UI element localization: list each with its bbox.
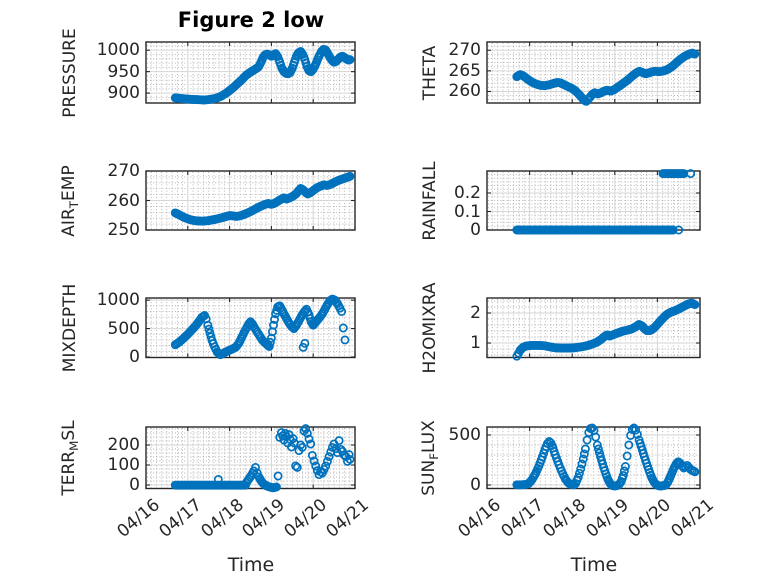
figure-title: Figure 2 low xyxy=(177,8,325,32)
x-axis-label-right: Time xyxy=(570,554,618,576)
x-axis-label-left: Time xyxy=(227,554,275,576)
